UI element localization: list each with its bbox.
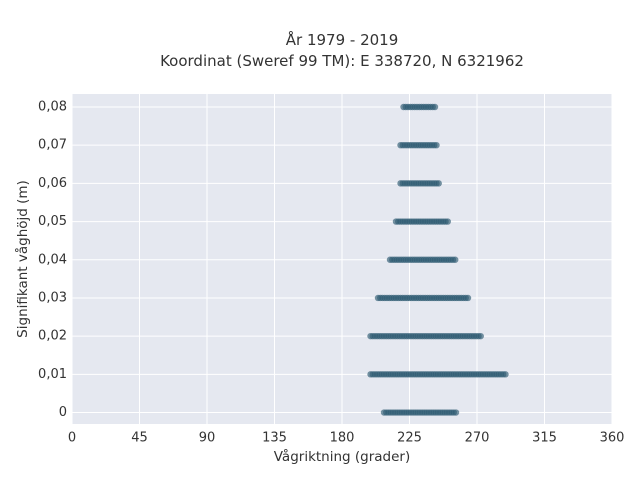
chart-title-line1: År 1979 - 2019: [286, 30, 399, 49]
data-point: [502, 371, 509, 378]
data-points: [367, 103, 509, 416]
data-point: [452, 409, 460, 416]
data-point: [431, 103, 439, 111]
y-tick-label: 0,01: [38, 367, 67, 382]
y-tick-label: 0: [59, 405, 67, 420]
data-point: [444, 218, 451, 225]
x-tick-label: 360: [600, 431, 625, 446]
x-tick-label: 315: [532, 431, 557, 446]
x-axis-title: Vågriktning (grader): [274, 448, 411, 465]
x-tick-label: 270: [465, 431, 490, 446]
x-axis-ticks: 0 45 90 135 180 225 270 315 360: [68, 431, 625, 446]
x-tick-label: 45: [131, 431, 148, 446]
data-point: [464, 294, 472, 302]
y-tick-label: 0,02: [38, 329, 67, 344]
data-point: [452, 256, 459, 263]
y-tick-label: 0,04: [38, 252, 67, 267]
point-row: [397, 141, 440, 149]
y-tick-label: 0,07: [38, 138, 67, 153]
y-tick-label: 0,05: [38, 214, 67, 229]
grid-lines: [71, 94, 613, 424]
point-row: [386, 256, 459, 263]
point-row: [392, 218, 451, 225]
y-tick-label: 0,08: [38, 99, 67, 114]
data-point: [477, 332, 484, 340]
x-tick-label: 225: [397, 431, 422, 446]
point-row: [367, 371, 509, 378]
data-point: [433, 141, 440, 149]
x-tick-label: 90: [199, 431, 216, 446]
x-tick-label: 0: [68, 431, 76, 446]
x-tick-label: 135: [262, 431, 287, 446]
point-row: [400, 103, 439, 111]
point-row: [367, 332, 484, 340]
x-tick-label: 180: [330, 431, 355, 446]
point-row: [374, 294, 472, 302]
y-tick-label: 0,03: [38, 290, 67, 305]
data-point: [435, 180, 442, 187]
y-tick-label: 0,06: [38, 176, 67, 191]
y-axis-title: Signifikant våghöjd (m): [14, 180, 31, 338]
y-axis-ticks: 0 0,01 0,02 0,03 0,04 0,05 0,06 0,07 0,08: [38, 99, 67, 420]
chart-title-line2: Koordinat (Sweref 99 TM): E 338720, N 63…: [160, 52, 524, 70]
point-row: [380, 409, 460, 416]
point-row: [397, 180, 442, 187]
